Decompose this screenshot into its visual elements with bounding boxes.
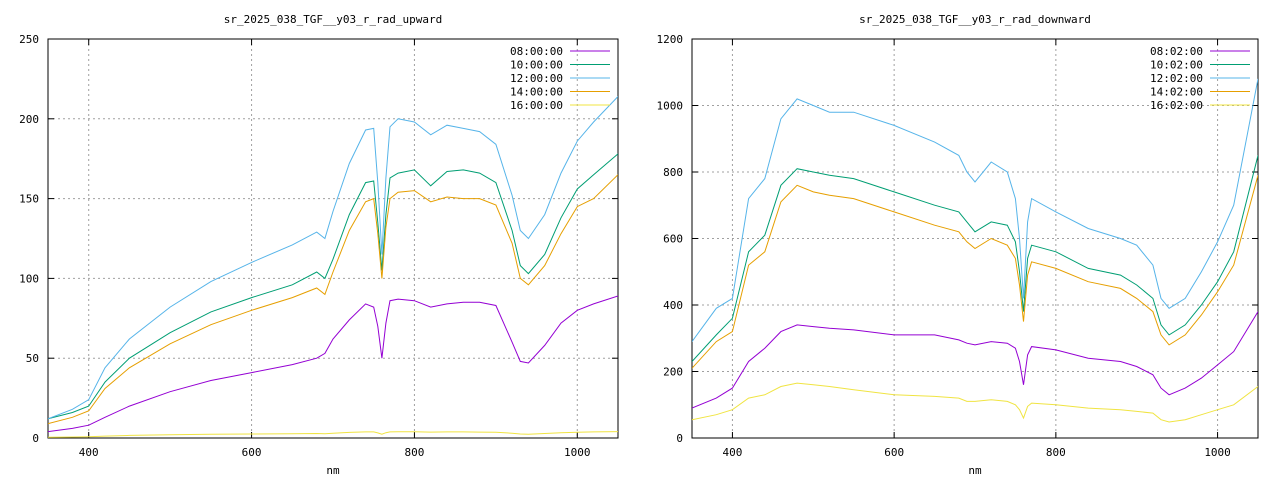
y-tick-label: 0 <box>32 432 39 445</box>
chart-title: sr_2025_038_TGF__y03_r_rad_downward <box>859 13 1091 26</box>
legend-label: 14:00:00 <box>510 86 563 99</box>
series-line-1 <box>48 153 618 420</box>
legend-label: 12:02:00 <box>1150 72 1203 85</box>
y-tick-label: 1000 <box>657 100 684 113</box>
y-tick-label: 50 <box>26 352 39 365</box>
chart-title: sr_2025_038_TGF__y03_r_rad_upward <box>224 13 443 26</box>
x-tick-label: 400 <box>722 446 742 459</box>
chart-panel-downward: sr_2025_038_TGF__y03_r_rad_downward 400 60… <box>640 0 1280 480</box>
series-line-1 <box>692 155 1258 362</box>
x-tick-label: 800 <box>1046 446 1066 459</box>
chart-upward: sr_2025_038_TGF__y03_r_rad_upward 400 600 8… <box>19 13 619 477</box>
x-tick-label: 1000 <box>564 446 591 459</box>
y-tick-label: 1200 <box>657 33 684 46</box>
series-line-2 <box>48 96 618 420</box>
y-tick-label: 800 <box>663 166 683 179</box>
series-line-3 <box>48 174 618 425</box>
x-tick-label: 800 <box>404 446 424 459</box>
series-line-0 <box>48 295 618 433</box>
y-tick-label: 150 <box>19 193 39 206</box>
legend-label: 16:02:00 <box>1150 99 1203 112</box>
y-tick-label: 250 <box>19 33 39 46</box>
series-line-0 <box>692 311 1258 409</box>
legend-label: 14:02:00 <box>1150 86 1203 99</box>
legend-label: 12:00:00 <box>510 72 563 85</box>
x-axis-label: nm <box>968 464 982 477</box>
legend-label: 10:00:00 <box>510 59 563 72</box>
series-line-2 <box>692 78 1258 342</box>
y-tick-label: 200 <box>19 113 39 126</box>
series-line-4 <box>48 431 618 438</box>
y-tick-label: 0 <box>676 432 683 445</box>
chart-panel-upward: sr_2025_038_TGF__y03_r_rad_upward 400 600 8… <box>19 13 619 477</box>
x-axis-label: nm <box>326 464 340 477</box>
legend-label: 16:00:00 <box>510 99 563 112</box>
y-tick-label: 100 <box>19 272 39 285</box>
x-tick-label: 1000 <box>1204 446 1231 459</box>
legend-label: 08:00:00 <box>510 45 563 58</box>
series-line-3 <box>692 175 1258 369</box>
x-tick-label: 600 <box>242 446 262 459</box>
legend-label: 10:02:00 <box>1150 59 1203 72</box>
series-line-4 <box>692 382 1258 423</box>
x-tick-label: 600 <box>884 446 904 459</box>
x-tick-label: 400 <box>79 446 99 459</box>
legend-label: 08:02:00 <box>1150 45 1203 58</box>
chart-downward: sr_2025_038_TGF__y03_r_rad_downward 400 60… <box>657 13 1259 477</box>
plot-frame <box>47 38 619 439</box>
y-tick-label: 200 <box>663 366 683 379</box>
y-tick-label: 400 <box>663 299 683 312</box>
y-tick-label: 600 <box>663 233 683 246</box>
